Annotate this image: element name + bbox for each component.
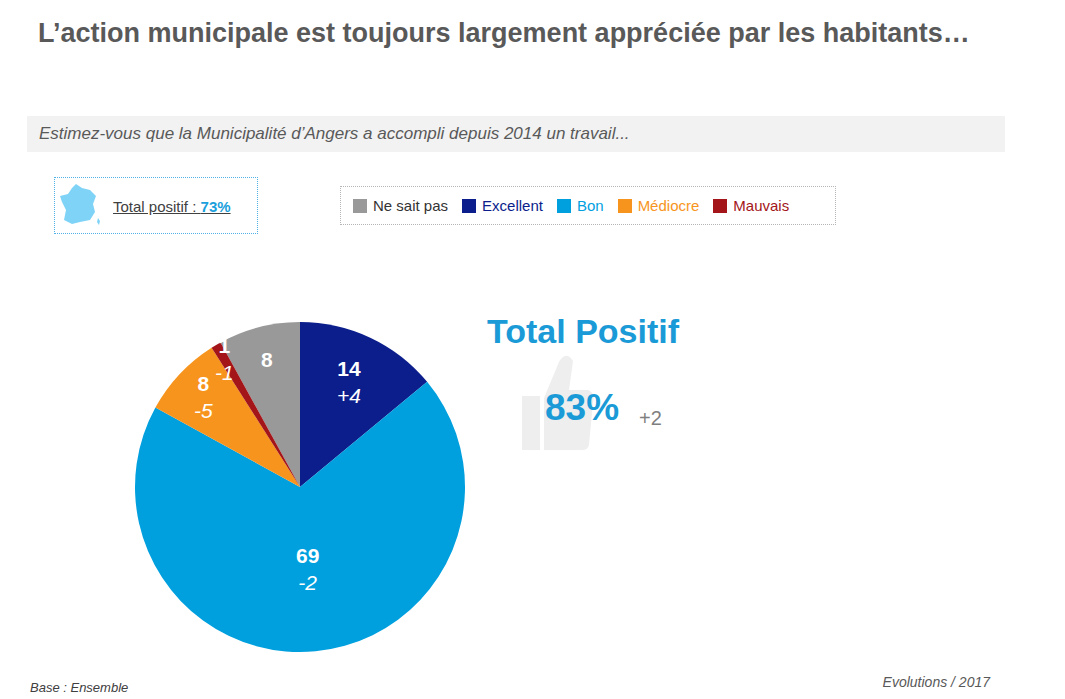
- html-text:Total positif : 73%: Total positif : 73%: [113, 198, 231, 215]
- html-text:Excellent: Excellent: [482, 197, 543, 214]
- html-text:L’action municipale est toujou: L’action municipale est toujours largeme…: [38, 18, 970, 48]
- html-text:Bon: Bon: [576, 197, 604, 214]
- html-text:Médiocre: Médiocre: [637, 197, 700, 214]
- html-text:83%: 83%: [545, 387, 620, 428]
- html-text:Base : Ensemble: Base : Ensemble: [30, 680, 129, 695]
- svg-text:8-5: 8-5: [194, 372, 213, 422]
- svg-text:1-1: 1-1: [215, 334, 234, 384]
- html-text:Mauvais: Mauvais: [733, 197, 790, 214]
- html-text:Estimez-vous que la Municipali: Estimez-vous que la Municipalité d’Anger…: [39, 124, 630, 143]
- svg-text:69-2: 69-2: [296, 544, 319, 594]
- html-text:Ne sait pas: Ne sait pas: [373, 197, 448, 214]
- svg-text:14+4: 14+4: [337, 357, 361, 407]
- svg-text:8: 8: [261, 348, 273, 371]
- html-text:Evolutions / 2017: Evolutions / 2017: [882, 674, 990, 690]
- html-text:Total Positif: Total Positif: [487, 312, 679, 350]
- html-text:+2: +2: [639, 407, 662, 429]
